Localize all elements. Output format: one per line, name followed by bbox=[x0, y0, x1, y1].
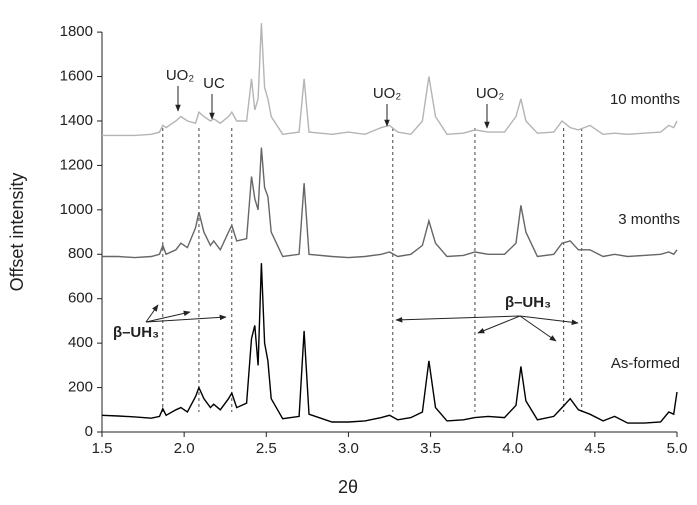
annotation-arrow bbox=[519, 315, 579, 326]
annotation: β–UH₃ bbox=[113, 324, 159, 341]
x-tick-label: 1.5 bbox=[92, 440, 113, 457]
y-tick-label: 800 bbox=[68, 245, 93, 262]
x-tick-label: 2.5 bbox=[256, 440, 277, 457]
series-line bbox=[101, 263, 678, 424]
y-tick-label: 1800 bbox=[60, 23, 93, 40]
y-tick-label: 1600 bbox=[60, 68, 93, 85]
x-axis-label: 2θ bbox=[338, 477, 358, 497]
annotation-arrow bbox=[477, 315, 521, 334]
x-tick-label: 3.5 bbox=[420, 440, 441, 457]
annotation-arrow bbox=[145, 310, 191, 323]
series-label: As-formed bbox=[611, 355, 680, 372]
y-tick-label: 1200 bbox=[60, 156, 93, 173]
y-tick-label: 0 bbox=[85, 423, 93, 440]
y-tick-label: 600 bbox=[68, 290, 93, 307]
y-tick-label: 200 bbox=[68, 379, 93, 396]
y-tick-label: 1400 bbox=[60, 112, 93, 129]
annotation-arrow bbox=[395, 315, 521, 323]
x-tick-label: 4.5 bbox=[584, 440, 605, 457]
y-tick-label: 1000 bbox=[60, 201, 93, 218]
series-label: 3 months bbox=[618, 211, 680, 228]
y-axis-label: Offset intensity bbox=[7, 173, 27, 292]
annotation-arrow bbox=[145, 304, 159, 323]
x-tick-label: 5.0 bbox=[667, 440, 688, 457]
y-tick-label: 400 bbox=[68, 334, 93, 351]
annotation: UO₂ bbox=[373, 85, 402, 102]
annotation-arrow bbox=[145, 314, 227, 323]
annotation-arrow bbox=[519, 315, 557, 342]
annotation: UC bbox=[203, 75, 225, 92]
series-line bbox=[102, 147, 678, 259]
x-tick-label: 4.0 bbox=[502, 440, 523, 457]
series-label: 10 months bbox=[610, 91, 680, 108]
series-line bbox=[102, 23, 678, 137]
annotation: UO₂ bbox=[476, 85, 505, 102]
annotation: β–UH₃ bbox=[505, 294, 551, 311]
x-tick-label: 2.0 bbox=[174, 440, 195, 457]
annotation: UO₂ bbox=[166, 67, 195, 84]
x-tick-label: 3.0 bbox=[338, 440, 359, 457]
